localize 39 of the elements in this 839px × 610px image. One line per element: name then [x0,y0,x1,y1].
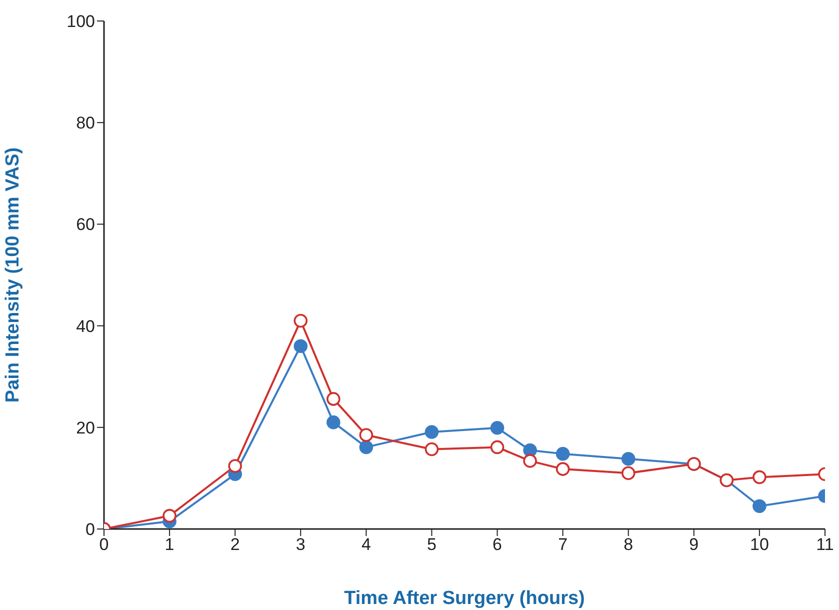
x-tick-label: 3 [296,535,306,554]
x-tick-label: 1 [164,535,174,554]
point [752,470,766,484]
y-tick-label: 0 [86,520,95,540]
point [523,454,537,468]
point [294,339,308,354]
x-tick-label: 9 [689,535,699,554]
point [752,499,766,514]
point [228,459,242,473]
x-tick-label: 5 [426,535,436,554]
point [162,508,176,523]
y-tick-label: 80 [76,114,95,133]
point [621,466,636,480]
point [359,428,374,442]
x-tick-label: 11 [816,535,834,554]
point [294,314,308,328]
y-axis-title: Pain Intensity (100 mm VAS) [2,147,24,403]
y-tick-label: 60 [76,215,95,234]
point [359,440,374,454]
x-tick-label: 8 [624,535,634,554]
x-tick-label: 4 [361,535,371,554]
point [326,392,340,406]
x-tick-label: 7 [558,535,568,554]
point [424,442,439,456]
y-tick-label: 40 [76,316,95,336]
x-tick-label: 2 [230,535,240,554]
point [621,452,636,466]
point [326,415,340,430]
y-tick-label: 100 [66,12,95,32]
point [556,462,570,476]
x-tick-label: 10 [750,535,769,554]
point [424,425,439,439]
point [490,421,504,435]
x-tick-label: 6 [492,535,502,554]
point [490,440,504,454]
x-axis-title: Time After Surgery (hours) [344,588,585,609]
y-tick-label: 20 [76,418,95,438]
point [556,446,570,461]
x-tick-label: 0 [99,535,109,554]
